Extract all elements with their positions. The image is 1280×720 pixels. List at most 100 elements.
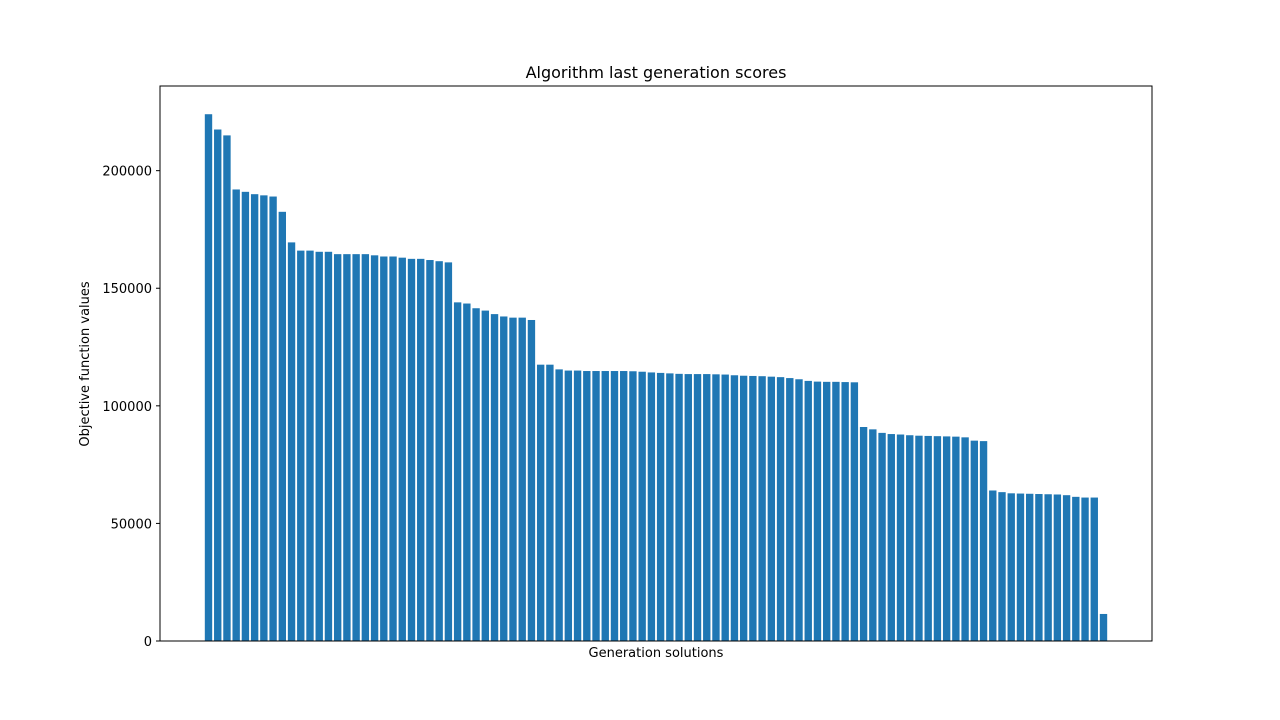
bar: [500, 316, 508, 641]
bar: [970, 440, 979, 641]
y-tick-label: 50000: [111, 517, 152, 532]
y-tick-label: 150000: [102, 282, 152, 297]
bar: [463, 303, 471, 641]
bar: [721, 374, 729, 641]
bar: [453, 302, 462, 641]
bar: [546, 364, 554, 641]
bar: [241, 191, 250, 641]
bar: [933, 436, 942, 641]
bar: [712, 374, 720, 641]
bar: [767, 376, 776, 641]
bar: [887, 434, 895, 641]
bar: [1007, 493, 1015, 641]
bar: [380, 256, 388, 641]
bar: [656, 372, 665, 641]
bar: [952, 436, 960, 641]
x-axis-label: Generation solutions: [589, 646, 724, 661]
bar: [536, 364, 545, 641]
bar: [979, 441, 988, 641]
bar: [481, 310, 489, 641]
bar: [832, 381, 840, 641]
bar: [859, 427, 868, 641]
bar: [1016, 493, 1025, 641]
bar: [435, 261, 443, 641]
bar: [758, 376, 766, 641]
y-tick-label: 100000: [102, 400, 152, 415]
bar: [389, 256, 397, 641]
bar: [989, 490, 997, 641]
bar: [1025, 493, 1034, 641]
bar: [315, 251, 323, 642]
bar: [749, 375, 757, 641]
bar: [924, 435, 932, 641]
bar: [232, 189, 240, 641]
bar: [361, 254, 370, 641]
bar: [1044, 494, 1052, 641]
bar: [823, 381, 831, 641]
bar: [776, 377, 785, 641]
bar: [398, 257, 406, 641]
bar: [343, 254, 351, 641]
chart-title: Algorithm last generation scores: [526, 63, 787, 82]
bar: [684, 374, 692, 641]
bar: [915, 435, 923, 641]
bar: [1081, 497, 1089, 641]
bar: [647, 372, 656, 641]
bar: [333, 254, 342, 641]
y-tick-label: 0: [144, 635, 152, 650]
bar: [1062, 495, 1071, 641]
bar: [250, 194, 259, 641]
plot-frame: [159, 85, 1153, 642]
bar: [573, 370, 582, 641]
bar: [850, 382, 859, 641]
bar: [352, 254, 360, 641]
bar: [1099, 613, 1108, 641]
bar: [804, 380, 812, 641]
bar: [527, 319, 536, 641]
bar: [739, 375, 748, 641]
bar: [223, 135, 231, 641]
bar: [1035, 494, 1043, 641]
y-axis-ticks: 0 50000 100000 150000 200000: [102, 165, 160, 650]
bar: [490, 314, 499, 641]
bar: [1072, 496, 1080, 641]
bar: [730, 375, 739, 641]
bar: [998, 492, 1006, 641]
bar: [869, 429, 877, 641]
bar: [906, 435, 914, 641]
bar: [269, 196, 277, 641]
bar: [841, 382, 849, 641]
bar: [703, 374, 711, 641]
bar: [1053, 494, 1062, 641]
bar: [583, 371, 591, 641]
bar: [518, 317, 526, 641]
bar: [620, 371, 628, 641]
bar: [555, 369, 563, 641]
bar: [629, 371, 637, 641]
bar: [813, 381, 822, 641]
bar: [426, 260, 434, 641]
bar: [444, 262, 453, 641]
bar: [306, 250, 314, 641]
bar: [287, 242, 296, 641]
bar: [942, 436, 951, 641]
bar: [961, 437, 969, 641]
bar: [472, 308, 480, 641]
bar: [324, 251, 333, 642]
bar: [638, 371, 646, 641]
bar: [214, 129, 222, 641]
bar: [564, 370, 573, 641]
bar: [1090, 497, 1098, 641]
bar: [896, 434, 905, 641]
bar: [610, 371, 619, 641]
bar: [407, 258, 416, 641]
bar: [370, 255, 379, 641]
bar: [509, 317, 517, 641]
y-axis-label: Objective function values: [78, 281, 93, 447]
bar: [666, 373, 674, 641]
y-tick-label: 200000: [102, 165, 152, 180]
bars-group: [204, 114, 1108, 642]
bar: [592, 371, 600, 641]
bar: [278, 211, 286, 641]
